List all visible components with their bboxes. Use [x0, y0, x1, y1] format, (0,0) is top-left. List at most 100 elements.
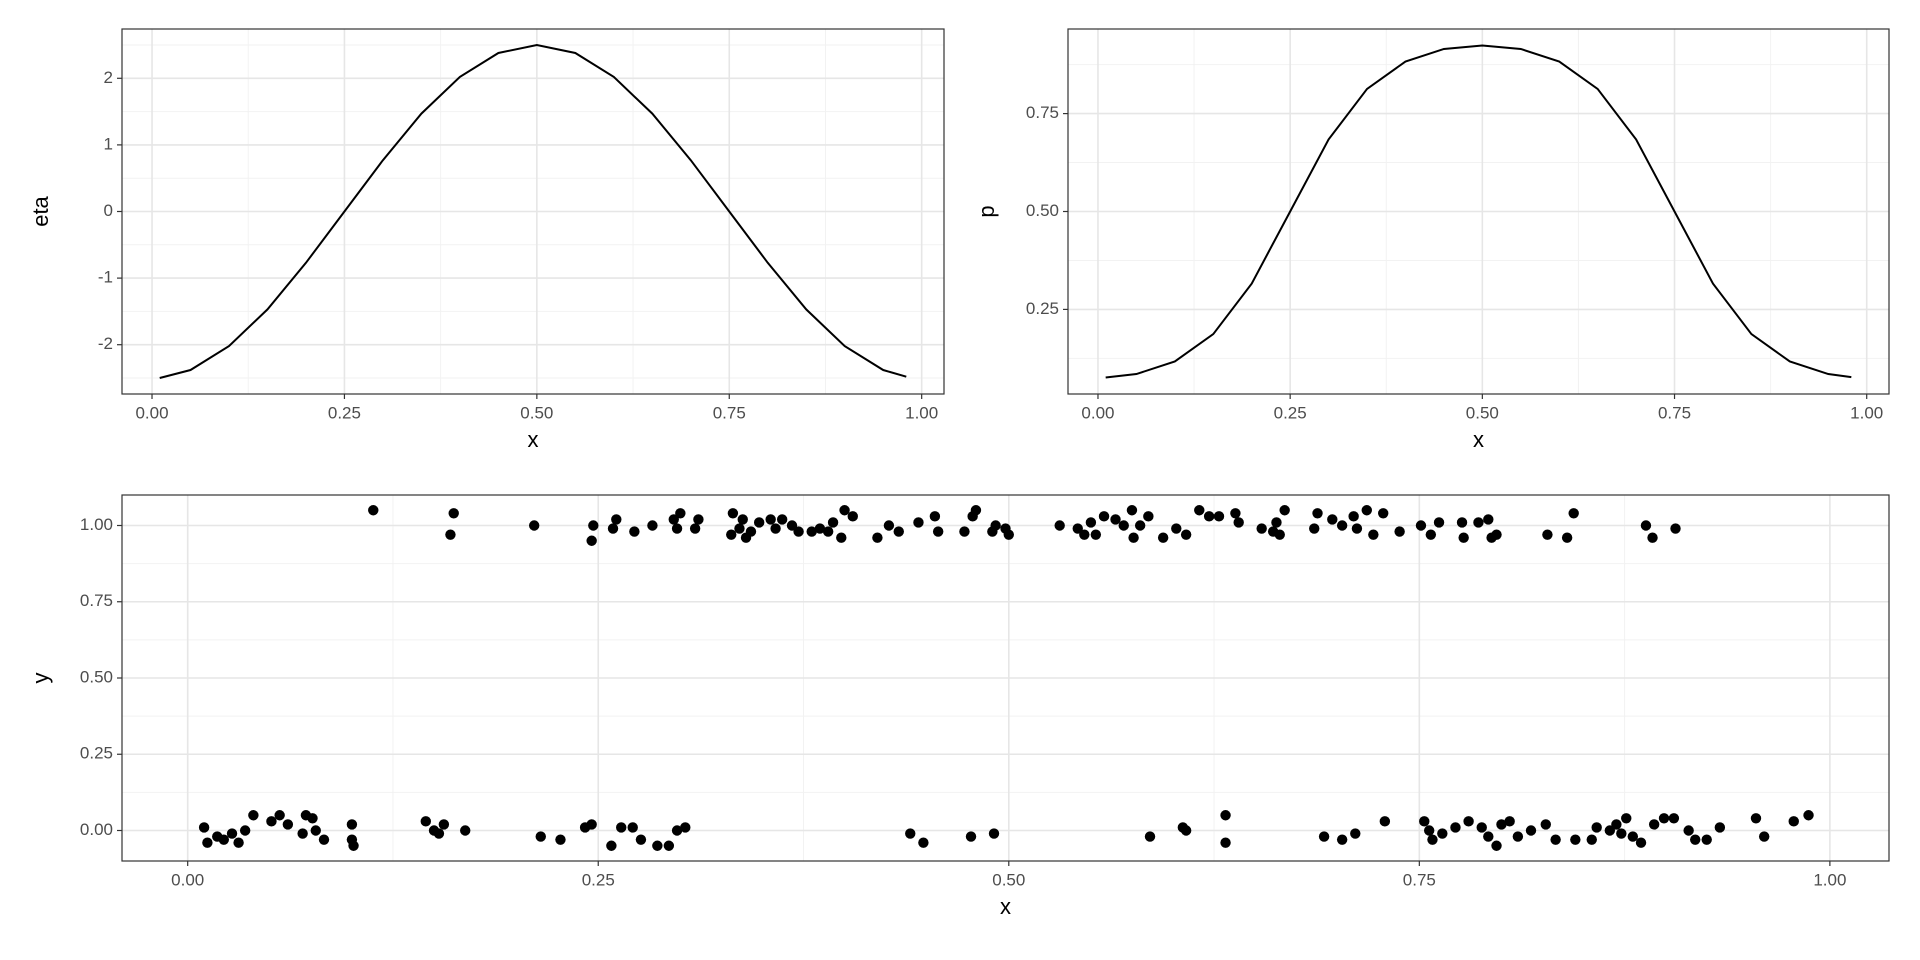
- point: [822, 526, 834, 537]
- point: [726, 529, 737, 540]
- point: [1213, 511, 1225, 522]
- point: [535, 831, 546, 842]
- point: [1496, 819, 1507, 830]
- y-axis-title: y: [28, 673, 53, 684]
- point: [586, 819, 597, 830]
- point: [1256, 523, 1267, 534]
- point: [438, 819, 450, 830]
- point: [1473, 517, 1484, 528]
- point: [663, 840, 675, 851]
- point: [883, 520, 895, 531]
- point: [1627, 831, 1639, 842]
- point: [1318, 831, 1330, 842]
- point: [1118, 520, 1129, 531]
- point: [1271, 517, 1282, 528]
- point: [611, 514, 622, 525]
- point: [680, 822, 691, 833]
- x-axis-title: x: [528, 427, 539, 452]
- point: [1803, 810, 1814, 821]
- point: [1616, 828, 1627, 839]
- point: [1437, 828, 1448, 839]
- y-axis-title: p: [974, 205, 999, 217]
- y-axis-title: eta: [28, 195, 53, 226]
- x-tick-label: 0.75: [713, 403, 746, 422]
- point: [1458, 532, 1469, 543]
- point: [1647, 532, 1658, 543]
- point: [1379, 816, 1391, 827]
- point: [588, 520, 599, 531]
- point: [1670, 523, 1681, 534]
- point: [1648, 819, 1660, 830]
- point: [433, 828, 445, 839]
- point: [905, 828, 916, 839]
- point: [1758, 831, 1770, 842]
- point: [460, 825, 471, 836]
- point: [248, 810, 259, 821]
- point: [586, 535, 597, 546]
- line: [159, 43, 907, 379]
- point: [1433, 517, 1445, 528]
- x-tick-label: 0.75: [1403, 870, 1436, 889]
- point: [1220, 837, 1231, 848]
- point: [1561, 532, 1573, 543]
- point: [988, 828, 1000, 839]
- point: [1456, 517, 1468, 528]
- point: [1143, 511, 1154, 522]
- point: [1658, 813, 1670, 824]
- point: [1230, 508, 1241, 519]
- point: [1351, 523, 1363, 534]
- point: [1568, 508, 1579, 519]
- point: [737, 514, 748, 525]
- point: [1336, 834, 1348, 845]
- point: [606, 840, 617, 851]
- point: [1611, 819, 1622, 830]
- point: [346, 819, 358, 830]
- point: [847, 511, 858, 522]
- point: [1423, 825, 1435, 836]
- point: [274, 810, 285, 821]
- point: [932, 526, 944, 537]
- y-tick-label: 0.25: [80, 744, 113, 763]
- point: [1180, 825, 1192, 836]
- point: [1394, 526, 1405, 537]
- point: [1368, 529, 1379, 540]
- y-tick-label: 0.50: [80, 667, 113, 686]
- point: [1425, 529, 1437, 540]
- point: [198, 822, 210, 833]
- point: [307, 813, 318, 824]
- x-tick-label: 0.50: [520, 403, 553, 422]
- point: [671, 825, 683, 836]
- point: [893, 526, 904, 537]
- point: [239, 825, 251, 836]
- point: [1085, 517, 1097, 528]
- point: [1640, 520, 1652, 531]
- point: [1463, 816, 1474, 827]
- point: [1504, 816, 1515, 827]
- point: [1350, 828, 1361, 839]
- point: [1570, 834, 1581, 845]
- point: [1750, 813, 1762, 824]
- point: [1274, 529, 1285, 540]
- point: [1450, 822, 1461, 833]
- point: [913, 517, 924, 528]
- point: [836, 532, 847, 543]
- x-tick-label: 0.00: [171, 870, 204, 889]
- x-tick-label: 0.25: [582, 870, 615, 889]
- y-tick-label: -2: [98, 334, 113, 353]
- point: [1126, 505, 1138, 516]
- point: [1279, 505, 1290, 516]
- point: [348, 840, 359, 851]
- point: [776, 514, 788, 525]
- y-tick-label: 0.75: [1026, 103, 1059, 122]
- point: [1621, 813, 1632, 824]
- point: [1427, 834, 1438, 845]
- point: [1512, 831, 1524, 842]
- point: [1309, 523, 1320, 534]
- y-tick-label: 1.00: [80, 515, 113, 534]
- point: [445, 529, 456, 540]
- point: [1233, 517, 1244, 528]
- point: [1540, 819, 1551, 830]
- point: [1054, 520, 1065, 531]
- x-tick-label: 1.00: [1850, 403, 1883, 422]
